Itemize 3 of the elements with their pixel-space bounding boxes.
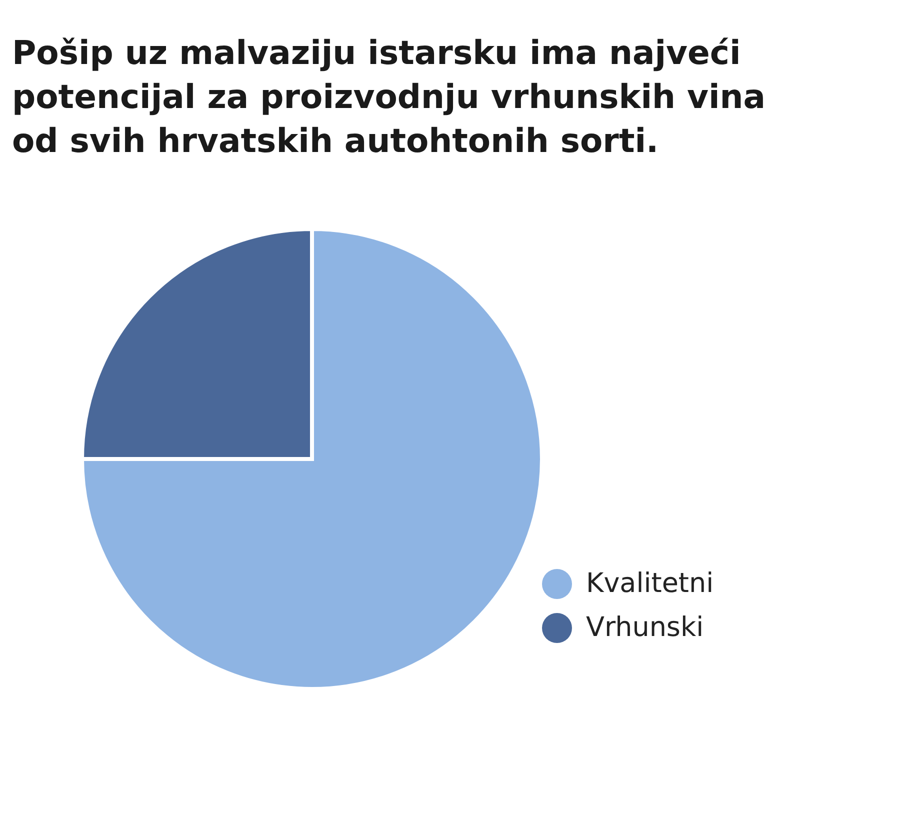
chart-title: Pošip uz malvaziju istarsku ima najveći potencijal za proizvodnju vrhunskih vina od svih hrvatskih autohtonih sorti. (12, 33, 766, 160)
legend-label: Vrhunski (586, 612, 704, 643)
legend-label: Kvalitetni (586, 568, 714, 599)
